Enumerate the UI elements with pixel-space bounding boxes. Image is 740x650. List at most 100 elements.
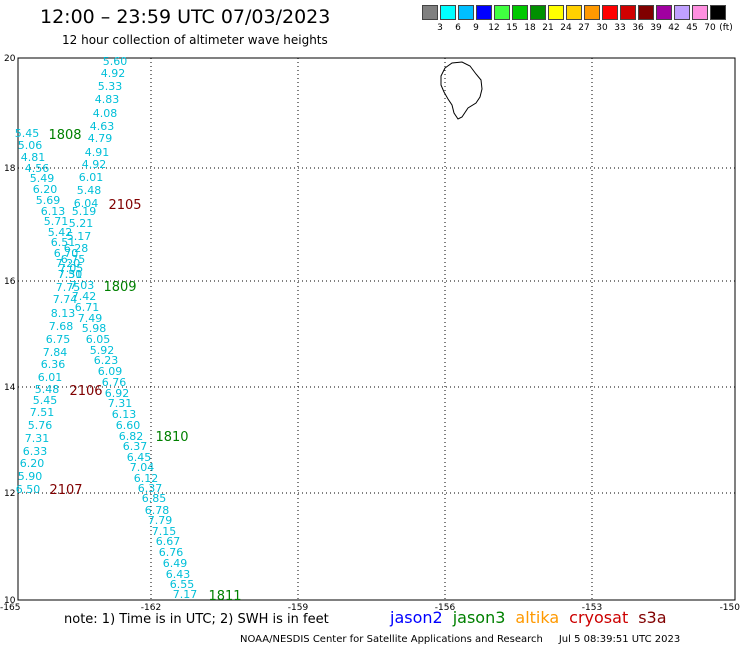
swh-value: 6.09: [98, 365, 123, 378]
swh-value: 4.56: [25, 162, 50, 175]
lat-tick-label: 12: [4, 489, 15, 499]
swh-value: 7.42: [72, 290, 97, 303]
swh-value: 6.67: [156, 535, 181, 548]
swh-value: 5.45: [33, 394, 58, 407]
swh-value: 6.45: [127, 451, 152, 464]
legend-swatch: [512, 5, 528, 20]
swh-value: 6.01: [79, 171, 104, 184]
pass-time-label: 1810: [155, 430, 188, 445]
swh-value: 6.49: [163, 557, 188, 570]
swh-value: 5.48: [77, 184, 102, 197]
swh-value: 7.68: [49, 320, 74, 333]
legend-label: 39: [650, 23, 662, 33]
swh-value: 6.50: [16, 483, 41, 496]
swh-value: 7.31: [108, 397, 133, 410]
pass-time-label: 1808: [48, 128, 81, 143]
swh-value: 6.75: [46, 333, 71, 346]
note-text: note: 1) Time is in UTC; 2) SWH is in fe…: [64, 612, 329, 627]
island-coastline: [440, 61, 483, 120]
swh-value: 6.20: [33, 183, 58, 196]
pass-time-label: 2105: [108, 198, 141, 213]
swh-readings: 5.604.925.334.834.084.634.794.914.926.01…: [15, 55, 198, 601]
legend-swatch: [458, 5, 474, 20]
legend-label: 6: [455, 23, 461, 33]
legend-swatch: [656, 5, 672, 20]
swh-value: 5.69: [36, 194, 61, 207]
swh-value: 6.92: [105, 387, 130, 400]
swh-value: 6.55: [170, 578, 195, 591]
swh-value: 6.60: [116, 419, 141, 432]
satellite-cryosat: cryosat: [569, 608, 629, 627]
legend-swatch: [620, 5, 636, 20]
swh-value: 6.78: [145, 504, 170, 517]
legend-swatch: [692, 5, 708, 20]
swh-value: 8.13: [51, 307, 76, 320]
swh-value: 7.50: [58, 268, 83, 281]
swh-value: 5.60: [103, 55, 128, 68]
swh-value: 6.12: [134, 472, 159, 485]
swh-value: 5.06: [18, 139, 43, 152]
legend-label: 21: [542, 23, 554, 33]
legend-swatch: [548, 5, 564, 20]
satellite-s3a: s3a: [638, 608, 667, 627]
satellite-jason2: jason2: [390, 608, 443, 627]
swh-value: 6.76: [159, 546, 184, 559]
swh-value: 7.74: [53, 293, 78, 306]
legend-swatch: [638, 5, 654, 20]
swh-value: 5.48: [35, 383, 60, 396]
legend-unit: (ft): [719, 23, 733, 33]
map-frame: [17, 57, 736, 601]
swh-value: 5.98: [82, 322, 107, 335]
swh-value: 7.17: [173, 588, 198, 601]
swh-value: 7.49: [78, 312, 103, 325]
page-subtitle: 12 hour collection of altimeter wave hei…: [62, 33, 328, 47]
legend-swatch: [710, 5, 726, 20]
swh-value: 7.84: [43, 346, 68, 359]
pass-time-label: 2106: [69, 384, 102, 399]
swh-value: 4.91: [85, 146, 110, 159]
swh-value: 7.04: [130, 461, 155, 474]
swh-value: 4.81: [21, 151, 46, 164]
swh-value: 4.92: [101, 67, 126, 80]
legend-swatch: [494, 5, 510, 20]
swh-value: 5.71: [44, 215, 69, 228]
swh-value: 7.31: [25, 432, 50, 445]
swh-value: 6.01: [38, 371, 63, 384]
satellite-altika: altika: [515, 608, 560, 627]
swh-value: 7.79: [148, 514, 173, 527]
swh-value: 6.13: [41, 205, 66, 218]
swh-value: 5.42: [48, 226, 73, 239]
swh-value: 6.37: [123, 440, 148, 453]
swh-value: 6.71: [75, 301, 100, 314]
legend-swatch: [440, 5, 456, 20]
swh-value: 6.43: [166, 568, 191, 581]
legend-label: 27: [578, 23, 590, 33]
swh-value: 7.03: [70, 279, 95, 292]
legend-label: 36: [632, 23, 644, 33]
footer-center: NOAA/NESDIS Center for Satellite Applica…: [240, 634, 543, 645]
pass-time-label: 2107: [49, 483, 82, 498]
swh-value: 7.15: [152, 525, 177, 538]
swh-value: 6.82: [119, 430, 144, 443]
swh-value: 6.05: [86, 333, 111, 346]
footer-timestamp: Jul 5 08:39:51 UTC 2023: [558, 634, 681, 645]
legend-swatch: [584, 5, 600, 20]
legend-swatch: [566, 5, 582, 20]
lat-tick-label: 14: [4, 383, 16, 393]
swh-value: 6.76: [102, 376, 127, 389]
pass-time-label: 1811: [208, 589, 241, 604]
map-grid: [18, 58, 735, 600]
swh-value: 5.92: [90, 344, 115, 357]
legend-label: 33: [614, 23, 626, 33]
swh-value: 5.19: [72, 205, 97, 218]
lon-tick-label: -165: [0, 603, 20, 613]
legend-label: 9: [473, 23, 479, 33]
legend-label: 15: [506, 23, 518, 33]
legend-label: 12: [488, 23, 500, 33]
swh-value: 5.49: [30, 172, 55, 185]
swh-value: 7.75: [56, 281, 81, 294]
legend-label: 45: [686, 23, 698, 33]
legend-swatch: [476, 5, 492, 20]
footer: NOAA/NESDIS Center for Satellite Applica…: [240, 634, 680, 645]
